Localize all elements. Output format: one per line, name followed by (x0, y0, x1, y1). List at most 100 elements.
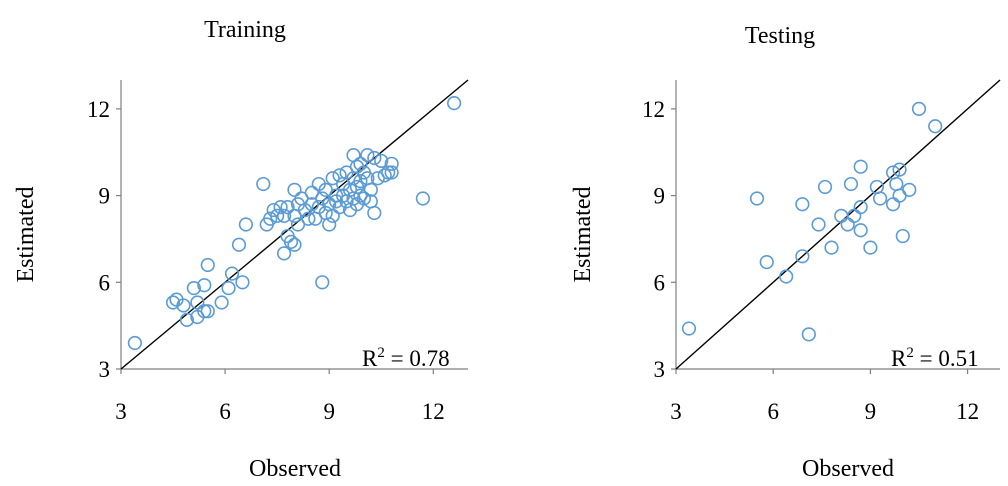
data-point (779, 269, 794, 284)
data-point (381, 165, 396, 180)
data-point (353, 156, 368, 171)
scatter-panel-1: Training 3 6 9 12 3 6 9 12 Observed Estimated R2 = … (13, 17, 469, 482)
y-axis-label: Estimated (13, 187, 39, 283)
data-point (346, 148, 361, 163)
data-point (224, 266, 240, 281)
data-point (325, 208, 340, 223)
data-point (214, 295, 229, 310)
x-tick-label: 6 (219, 399, 231, 424)
data-point (179, 312, 195, 327)
data-point (256, 176, 271, 192)
data-point (231, 237, 247, 252)
data-point (853, 200, 868, 215)
data-point (360, 148, 375, 163)
data-point (197, 304, 212, 319)
data-point (415, 191, 430, 206)
x-tick-label: 9 (865, 399, 877, 424)
x-tick-label: 3 (670, 399, 682, 424)
data-point (280, 200, 295, 215)
data-point (200, 257, 215, 273)
data-point (384, 156, 399, 171)
x-tick-label: 3 (115, 399, 127, 424)
data-point (843, 176, 859, 192)
data-point (892, 162, 907, 177)
data-point (283, 234, 299, 249)
data-point (363, 194, 378, 209)
data-point (902, 182, 917, 197)
data-point (363, 182, 378, 197)
one-to-one-line (120, 79, 469, 370)
chart-title: Testing (745, 23, 815, 49)
data-point (186, 280, 201, 296)
data-point (276, 246, 292, 261)
data-point (238, 217, 254, 232)
y-tick-label: 3 (99, 357, 111, 382)
y-tick-label: 6 (654, 270, 666, 295)
y-tick-label: 12 (642, 97, 665, 122)
x-axis-label: Observed (802, 456, 894, 482)
r-squared-label: R2 = 0.51 (891, 345, 979, 371)
data-point (287, 182, 302, 197)
data-point (315, 275, 330, 290)
data-point (384, 165, 399, 180)
data-point (176, 298, 191, 313)
y-tick-label: 9 (654, 184, 666, 209)
data-point (801, 327, 816, 342)
data-point (911, 101, 927, 116)
chart-title: Training (204, 17, 286, 43)
data-point (356, 191, 372, 206)
data-point (840, 217, 855, 232)
data-point (834, 208, 849, 223)
y-axis-label: Estimated (570, 187, 596, 283)
r-squared-label: R2 = 0.78 (362, 345, 450, 371)
data-point (824, 240, 839, 255)
data-point (847, 208, 862, 223)
data-point (263, 211, 278, 226)
data-point (853, 223, 868, 238)
data-point (276, 208, 292, 223)
data-point (332, 168, 347, 183)
data-point (127, 335, 142, 351)
data-point (273, 200, 288, 215)
data-point (165, 295, 181, 310)
data-point (681, 321, 697, 336)
data-point (270, 208, 285, 223)
y-tick-label: 9 (99, 184, 111, 209)
data-point (795, 249, 810, 264)
data-point (869, 179, 884, 195)
data-point (895, 228, 910, 244)
data-point (885, 197, 901, 212)
data-point (759, 254, 774, 270)
data-point (863, 240, 878, 255)
data-point (353, 174, 368, 189)
x-tick-label: 12 (422, 399, 445, 424)
data-point (817, 179, 833, 195)
data-point (811, 217, 826, 232)
data-point (928, 119, 943, 134)
data-point (367, 205, 382, 221)
data-point (197, 278, 212, 293)
data-point (873, 191, 888, 206)
data-point (892, 188, 907, 203)
data-point (221, 280, 236, 296)
data-point (200, 304, 215, 319)
data-point (447, 96, 462, 111)
data-point (322, 217, 337, 232)
data-point (301, 211, 316, 226)
data-point (235, 275, 250, 290)
x-tick-label: 9 (323, 399, 335, 424)
scatter-panel-2: Testing 3 6 9 12 3 6 9 12 Observed Estimated R2 = 0… (570, 23, 1001, 482)
data-point (367, 150, 382, 166)
data-point (853, 159, 868, 174)
one-to-one-line (675, 79, 1001, 370)
y-tick-label: 12 (87, 97, 110, 122)
x-tick-label: 12 (956, 399, 979, 424)
data-point (377, 168, 392, 183)
y-tick-label: 6 (99, 270, 111, 295)
data-point (374, 153, 389, 169)
x-axis-label: Observed (249, 456, 341, 482)
data-point (889, 176, 904, 192)
x-tick-label: 6 (767, 399, 779, 424)
data-point (749, 191, 765, 206)
